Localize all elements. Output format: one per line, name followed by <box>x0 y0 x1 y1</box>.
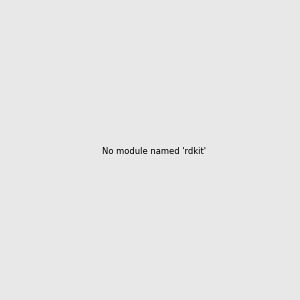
Text: No module named 'rdkit': No module named 'rdkit' <box>102 147 206 156</box>
